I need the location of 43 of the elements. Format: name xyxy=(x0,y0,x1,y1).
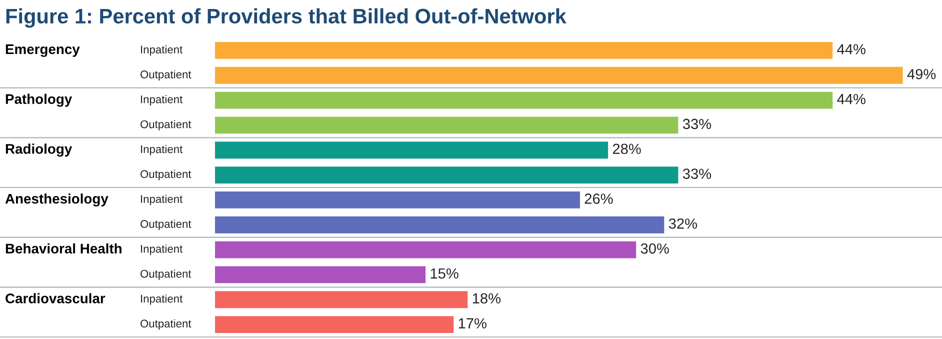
bar xyxy=(215,166,678,184)
bar xyxy=(215,291,468,308)
y-tick-label: Inpatient xyxy=(141,294,183,305)
bar xyxy=(215,241,636,258)
text: Radiology xyxy=(6,144,72,157)
data-label: 26% xyxy=(584,194,613,204)
bar xyxy=(215,266,426,284)
data-label: 44% xyxy=(837,94,866,104)
y-tick-label: Inpatient xyxy=(141,95,183,106)
y-tick-label: Inpatient xyxy=(141,45,183,56)
text: Pathology xyxy=(6,94,72,107)
data-label: 49% xyxy=(907,68,936,80)
bar xyxy=(215,191,580,208)
text: Emergency xyxy=(6,44,80,57)
bar xyxy=(215,42,833,59)
data-label: 32% xyxy=(668,218,698,229)
bar xyxy=(215,316,454,334)
text: Anesthesiology xyxy=(5,193,108,206)
y-tick-label: Inpatient xyxy=(141,194,183,206)
data-label: 28% xyxy=(612,144,641,154)
chart-title: Figure 1: Percent of Providers that Billed Out-of-Network xyxy=(6,8,566,28)
data-label: 33% xyxy=(682,168,712,179)
y-tick-label: Outpatient xyxy=(140,319,192,330)
text: Behavioral Health xyxy=(6,243,122,254)
bar xyxy=(215,142,608,159)
y-tick-label: Outpatient xyxy=(140,120,192,130)
y-tick-label: Outpatient xyxy=(140,70,192,81)
bar xyxy=(215,92,833,109)
y-tick-label: Outpatient xyxy=(140,220,192,230)
data-label: 18% xyxy=(472,293,500,304)
data-label: 44% xyxy=(837,44,866,54)
y-tick-label: Outpatient xyxy=(140,270,192,280)
bar xyxy=(215,216,664,234)
y-tick-label: Outpatient xyxy=(140,170,192,180)
data-label: 17% xyxy=(458,318,486,328)
bar xyxy=(215,116,678,134)
text: Cardiovascular xyxy=(6,293,106,304)
data-label: 33% xyxy=(682,118,712,130)
y-tick-label: Inpatient xyxy=(141,244,183,255)
data-label: 15% xyxy=(430,268,458,279)
data-label: 30% xyxy=(640,243,669,254)
bar xyxy=(215,66,903,84)
y-tick-label: Inpatient xyxy=(141,144,183,156)
